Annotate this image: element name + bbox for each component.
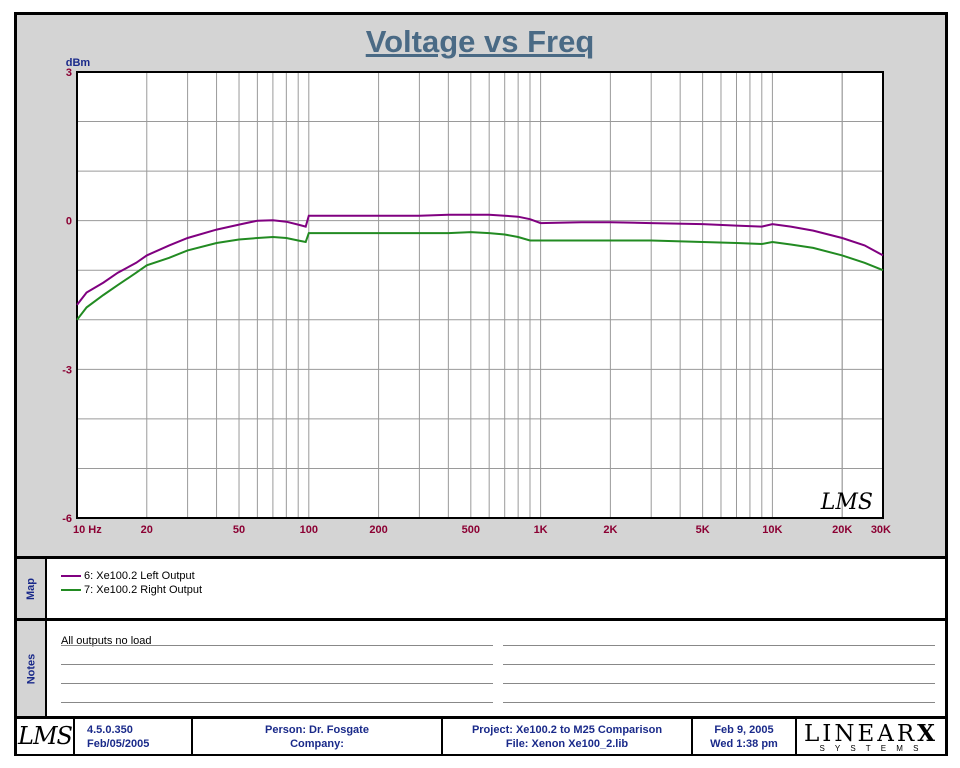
x-tick-label: 20K xyxy=(832,524,852,536)
chart-title: Voltage vs Freq xyxy=(365,24,595,59)
note-line xyxy=(503,683,935,684)
version-date: Feb/05/2005 xyxy=(87,738,150,750)
x-tick-label: 5K xyxy=(696,524,710,536)
notes-text: All outputs no load xyxy=(61,635,152,647)
series-line xyxy=(76,213,884,306)
footer-logo-cell: LMS xyxy=(17,719,75,754)
version: 4.5.0.350 xyxy=(87,724,133,736)
lms-logo: LMS xyxy=(18,722,73,750)
x-tick-label: 200 xyxy=(369,524,387,536)
legend-swatch xyxy=(61,575,81,577)
brand-x: X xyxy=(917,720,939,747)
footer-version-cell: 4.5.0.350 Feb/05/2005 xyxy=(75,719,193,754)
footer-project-cell: Project: Xe100.2 to M25 Comparison File:… xyxy=(443,719,693,754)
brand-name: LINEAR xyxy=(803,721,918,747)
plot-area xyxy=(77,72,883,518)
note-line xyxy=(61,664,493,665)
project: Project: Xe100.2 to M25 Comparison xyxy=(471,724,663,736)
x-tick-label: 20 xyxy=(141,524,153,536)
notes-side-label: Notes xyxy=(17,621,47,716)
map-label: Map xyxy=(25,577,37,600)
chart-svg: 3 0 -3 -6 dBm 10 Hz 20 50 100 200 500 1K 2K 5K 10K 20K 3… xyxy=(62,57,891,536)
legend-item: 7: Xe100.2 Right Output xyxy=(61,584,202,596)
x-tick-label: 30K xyxy=(871,524,891,536)
x-tick-label: 10 Hz xyxy=(73,524,102,536)
footer-person-cell: Person: Dr. Fosgate Company: xyxy=(193,719,443,754)
map-panel: Map 6: Xe100.2 Left Output 7: Xe100.2 Ri… xyxy=(17,556,945,618)
footer-date-cell: Feb 9, 2005 Wed 1:38 pm xyxy=(693,719,797,754)
x-tick-label: 2K xyxy=(603,524,617,536)
y-tick-label: -6 xyxy=(62,513,72,525)
footer-brand-cell: LINEARX S Y S T E M S xyxy=(797,719,945,754)
legend-item: 6: Xe100.2 Left Output xyxy=(61,570,195,582)
legend-label: 7: Xe100.2 Right Output xyxy=(84,584,203,596)
note-line xyxy=(61,683,493,684)
notes-panel: Notes All outputs no load xyxy=(17,618,945,716)
y-axis-label: dBm xyxy=(66,57,91,69)
note-line xyxy=(503,702,935,703)
lms-watermark: LMS xyxy=(820,490,873,515)
note-line xyxy=(61,645,493,646)
notes-label: Notes xyxy=(25,653,37,684)
brand-subtitle: S Y S T E M S xyxy=(819,744,923,753)
y-tick-label: 0 xyxy=(66,216,72,228)
person: Person: Dr. Fosgate xyxy=(265,724,369,736)
note-line xyxy=(503,645,935,646)
x-tick-label: 500 xyxy=(462,524,480,536)
legend-swatch xyxy=(61,589,81,591)
x-tick-label: 50 xyxy=(233,524,245,536)
x-tick-label: 100 xyxy=(300,524,318,536)
file: File: Xenon Xe100_2.lib xyxy=(505,738,629,750)
x-tick-label: 10K xyxy=(762,524,782,536)
note-line xyxy=(503,664,935,665)
legend-label: 6: Xe100.2 Left Output xyxy=(84,570,195,582)
notes-area: All outputs no load xyxy=(47,621,945,716)
map-side-label: Map xyxy=(17,559,47,618)
footer-bar: LMS 4.5.0.350 Feb/05/2005 Person: Dr. Fo… xyxy=(17,716,945,754)
time: Wed 1:38 pm xyxy=(710,738,778,750)
date: Feb 9, 2005 xyxy=(714,724,774,736)
y-tick-label: -3 xyxy=(62,364,72,376)
company: Company: xyxy=(290,738,344,750)
series-line xyxy=(76,231,884,321)
legend-area: 6: Xe100.2 Left Output 7: Xe100.2 Right … xyxy=(47,559,945,618)
brand-logo: LINEARX xyxy=(797,720,945,747)
note-line xyxy=(61,702,493,703)
y-tick-label: 3 xyxy=(66,67,72,79)
x-tick-label: 1K xyxy=(534,524,548,536)
plot-frame xyxy=(76,71,884,519)
